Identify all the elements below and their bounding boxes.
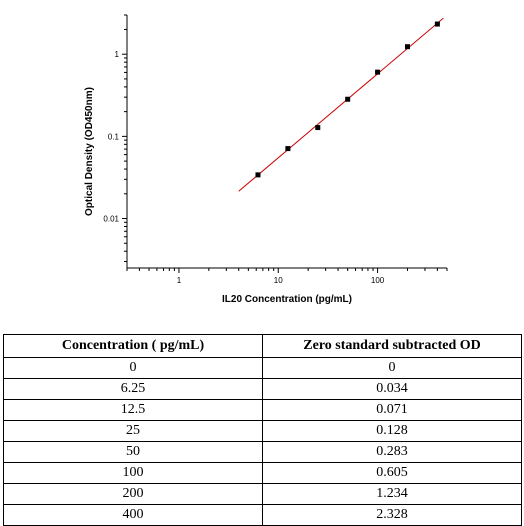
od-cell: 0.128 (262, 420, 522, 442)
fit-line (238, 17, 444, 192)
x-tick-label: 1 (177, 276, 182, 285)
od-cell: 0.034 (262, 378, 522, 400)
concentration-cell: 200 (3, 483, 263, 505)
concentration-cell: 12.5 (3, 399, 263, 421)
od-cell: 0.283 (262, 441, 522, 463)
fit-line-group (238, 17, 444, 192)
y-tick-label: 1 (115, 50, 120, 59)
od-header: Zero standard subtracted OD (262, 334, 522, 358)
data-point (434, 21, 440, 27)
data-point (255, 172, 261, 178)
data-point (404, 44, 410, 50)
od-cell: 0.605 (262, 462, 522, 484)
od-cell: 0.071 (262, 399, 522, 421)
od-data-table: Concentration ( pg/mL) Zero standard sub… (3, 334, 522, 526)
concentration-cell: 400 (3, 504, 263, 526)
concentration-cell: 100 (3, 462, 263, 484)
x-tick-label: 100 (371, 276, 385, 285)
standard-curve-chart: 1 10 100 0.01 0.1 1 IL20 Concentration (pg/mL… (84, 14, 448, 305)
data-point (345, 96, 351, 102)
table-row: 50 0.283 (3, 441, 522, 463)
x-tick-label: 10 (274, 276, 283, 285)
table-row: 200 1.234 (3, 483, 522, 505)
chart-canvas: 1 10 100 0.01 0.1 1 IL20 Concentration (pg/mL… (84, 14, 448, 305)
concentration-cell: 50 (3, 441, 263, 463)
table-row: 400 2.328 (3, 504, 522, 526)
chart-axes (126, 15, 447, 269)
concentration-cell: 6.25 (3, 378, 263, 400)
y-tick-label: 0.1 (108, 132, 120, 141)
y-axis-title: Optical Density (OD450nm) (84, 87, 95, 216)
table-row: 100 0.605 (3, 462, 522, 484)
concentration-cell: 25 (3, 420, 263, 442)
od-cell: 2.328 (262, 504, 522, 526)
od-cell: 0 (262, 357, 522, 379)
table-row: 12.5 0.071 (3, 399, 522, 421)
data-point (315, 125, 321, 131)
table-row: 25 0.128 (3, 420, 522, 442)
data-point (285, 146, 291, 152)
data-points (255, 21, 440, 178)
concentration-cell: 0 (3, 357, 263, 379)
y-tick-label: 0.01 (103, 215, 119, 224)
x-axis-title: IL20 Concentration (pg/mL) (222, 294, 352, 305)
chart-ticks: 1 10 100 0.01 0.1 1 (103, 14, 448, 285)
od-cell: 1.234 (262, 483, 522, 505)
concentration-header: Concentration ( pg/mL) (3, 334, 263, 358)
data-point (375, 69, 381, 75)
table-row: 6.25 0.034 (3, 378, 522, 400)
table-header-row: Concentration ( pg/mL) Zero standard sub… (3, 334, 522, 358)
